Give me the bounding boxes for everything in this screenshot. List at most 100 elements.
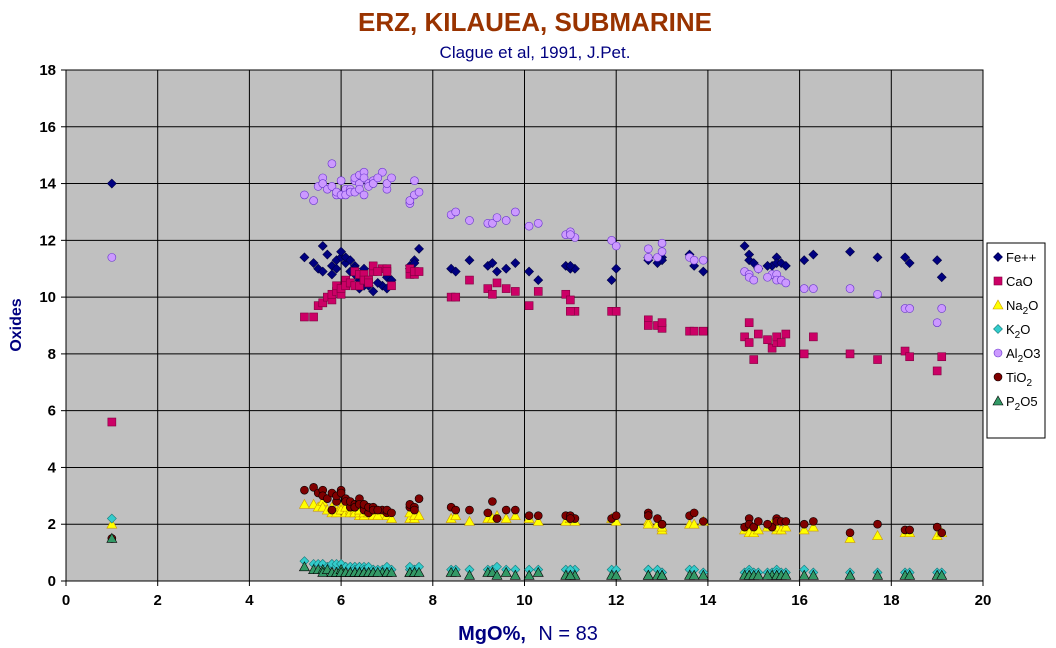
data-point [740, 332, 749, 342]
legend-label-subscript: 2 [1023, 306, 1029, 317]
data-point [331, 263, 342, 274]
legend-label-tail: O5 [1020, 394, 1037, 409]
data-point [501, 263, 512, 274]
legend-label-subscript: 2 [1015, 402, 1021, 413]
data-point [762, 260, 773, 271]
data-point [510, 258, 521, 268]
data-point [657, 247, 667, 256]
data-point [611, 241, 621, 251]
data-point [106, 178, 117, 189]
data-point [327, 182, 337, 191]
data-point [317, 266, 328, 277]
data-point [483, 508, 493, 518]
data-point [607, 236, 616, 245]
data-point [368, 261, 378, 271]
data-point [533, 275, 544, 286]
x-axis-label-group: MgO%, N = 83 [458, 623, 598, 645]
data-point [359, 190, 369, 200]
data-point [298, 498, 310, 509]
data-point [564, 569, 576, 580]
data-point [844, 532, 856, 543]
data-point [372, 510, 384, 521]
data-point [689, 326, 699, 336]
legend-label-base: Na [1006, 298, 1023, 313]
data-point [798, 524, 810, 535]
data-point [355, 281, 364, 291]
data-point [483, 284, 493, 293]
y-tick-label: 14 [39, 176, 56, 193]
data-point [451, 292, 461, 302]
data-point [932, 255, 943, 266]
legend-label-base: CaO [1006, 274, 1033, 289]
data-point [300, 312, 309, 322]
data-point [845, 528, 855, 538]
data-point [904, 569, 916, 580]
x-tick-label: 20 [975, 592, 992, 609]
data-point [524, 511, 534, 521]
data-point [845, 246, 855, 257]
legend-label: CaO [1006, 274, 1033, 289]
data-point [413, 510, 425, 521]
legend-label: Fe++ [1006, 250, 1036, 265]
legend-label: P2O5 [1006, 394, 1038, 413]
data-point [345, 255, 356, 266]
data-point [566, 230, 575, 239]
data-point [309, 312, 318, 322]
y-tick-label: 6 [48, 403, 56, 420]
data-point [501, 284, 511, 293]
data-point [872, 529, 884, 540]
data-point [566, 307, 575, 316]
data-point [763, 335, 772, 344]
data-point [511, 287, 520, 296]
data-point [511, 505, 520, 515]
y-tick-label: 12 [39, 232, 56, 249]
data-point [937, 352, 947, 362]
data-point [488, 497, 497, 506]
data-point [780, 569, 792, 580]
chart-subtitle: Clague et al, 1991, J.Pet. [440, 43, 631, 62]
data-point [533, 219, 543, 228]
data-point [318, 179, 328, 188]
y-tick-label: 10 [39, 289, 56, 306]
data-point [872, 252, 883, 263]
data-point [373, 505, 383, 515]
data-point [606, 275, 617, 286]
data-point [500, 512, 512, 523]
legend-marker [993, 372, 1003, 382]
legend-label-base: Fe++ [1006, 250, 1036, 265]
legend-label-base: Al [1006, 346, 1018, 361]
data-point [387, 173, 396, 183]
x-tick-label: 8 [429, 592, 437, 609]
data-point [873, 355, 882, 364]
data-point [488, 219, 497, 228]
chart-title: ERZ, KILAUEA, SUBMARINE [358, 7, 712, 37]
data-point [533, 511, 543, 521]
data-point [414, 243, 424, 254]
data-point [900, 346, 910, 356]
data-point [761, 569, 774, 580]
data-point [378, 167, 387, 177]
legend-label-subscript: 2 [1026, 378, 1032, 389]
data-point [373, 173, 383, 183]
data-point [414, 267, 424, 276]
data-point [373, 267, 383, 276]
data-point [524, 266, 535, 277]
y-tick-label: 18 [39, 62, 56, 79]
data-point [688, 518, 700, 529]
data-point [492, 213, 502, 222]
legend-marker [992, 299, 1004, 310]
data-point [744, 338, 754, 347]
data-point [561, 289, 571, 299]
data-point [565, 260, 576, 271]
data-point [932, 318, 942, 327]
legend [986, 242, 1046, 439]
data-point [904, 258, 915, 268]
data-point [697, 569, 709, 580]
data-point [300, 485, 309, 495]
data-point [699, 326, 708, 336]
data-point [798, 569, 810, 580]
series-cao [107, 261, 947, 427]
data-point [754, 517, 763, 526]
